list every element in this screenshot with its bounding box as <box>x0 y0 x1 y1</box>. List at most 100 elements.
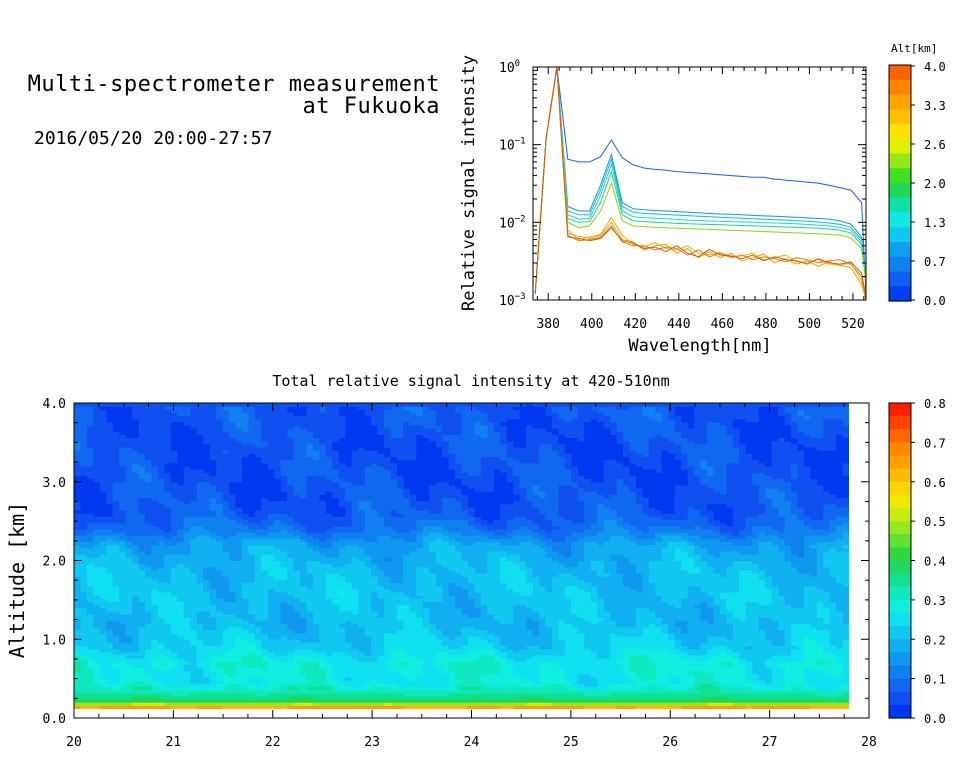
heatmap-cell <box>138 425 146 429</box>
heatmap-cell <box>209 443 217 448</box>
heatmap-cell <box>338 566 346 571</box>
heatmap-cell <box>280 403 288 407</box>
heatmap-cell <box>164 673 172 678</box>
heatmap-cell <box>229 456 236 461</box>
heatmap-cell <box>216 661 224 665</box>
heatmap-cell <box>358 658 366 662</box>
heatmap-cell <box>222 415 230 420</box>
heatmap-cell <box>222 459 230 464</box>
heatmap-cell <box>300 620 308 624</box>
heatmap-cell <box>274 655 282 659</box>
heatmap-cell <box>338 604 346 609</box>
heatmap-cell <box>157 576 165 580</box>
heatmap-cell <box>125 516 133 521</box>
heatmap-cell <box>371 450 379 454</box>
heatmap-cell <box>157 532 165 536</box>
heatmap-cell <box>261 623 269 628</box>
heatmap-cell <box>203 535 211 539</box>
heatmap-cell <box>86 412 94 417</box>
heatmap-cell <box>86 491 94 495</box>
heatmap-cell <box>86 503 94 508</box>
heatmap-cell <box>280 415 288 420</box>
heatmap-cell <box>164 462 172 467</box>
heatmap-cell <box>274 459 282 464</box>
heatmap-cell <box>145 459 153 464</box>
heatmap-cell <box>229 610 236 615</box>
heatmap-cell <box>396 538 404 543</box>
heatmap-cell <box>93 475 101 480</box>
heatmap-cell <box>390 541 398 546</box>
heatmap-cell <box>390 503 398 508</box>
heatmap-cell <box>216 522 224 527</box>
heatmap-cell <box>306 500 314 505</box>
heatmap-cell <box>222 406 230 410</box>
heatmap-cell <box>209 569 217 574</box>
heatmap-cell <box>254 475 262 480</box>
heatmap-cell <box>306 610 314 615</box>
heatmap-cell <box>325 592 333 596</box>
heatmap-cell <box>345 576 353 580</box>
heatmap-cell <box>93 488 101 492</box>
heatmap-cell <box>396 434 404 439</box>
heatmap-cell <box>170 680 178 684</box>
heatmap-cell <box>338 516 346 521</box>
heatmap-cell <box>306 670 314 675</box>
heatmap-cell <box>86 497 94 502</box>
heatmap-cell <box>371 437 379 442</box>
heatmap-cell <box>300 692 308 697</box>
heatmap-cell <box>313 610 320 615</box>
heatmap-cell <box>164 421 172 426</box>
heatmap-cell <box>338 667 346 672</box>
heatmap-cell <box>390 538 398 543</box>
heatmap-cell <box>319 569 327 574</box>
heatmap-cell <box>293 632 301 637</box>
heatmap-cell <box>267 500 275 505</box>
heatmap-cell <box>338 450 346 454</box>
heatmap-cell <box>86 588 94 593</box>
heatmap-cell <box>177 569 185 574</box>
heatmap-cell <box>183 689 191 694</box>
heatmap-cell <box>358 695 366 700</box>
heatmap-cell <box>86 598 94 602</box>
heatmap-cell <box>157 557 165 561</box>
heatmap-cell <box>351 636 359 640</box>
heatmap-cell <box>74 431 81 435</box>
heatmap-cell <box>351 557 359 561</box>
heatmap-cell <box>151 626 159 631</box>
heatmap-cell <box>93 428 101 432</box>
heatmap-cell <box>396 453 404 458</box>
heatmap-cell <box>364 415 372 420</box>
heatmap-cell <box>170 500 178 505</box>
heatmap-cell <box>371 412 379 417</box>
heatmap-cell <box>151 544 159 549</box>
heatmap-cell <box>371 484 379 489</box>
heatmap-cell <box>106 434 114 439</box>
heatmap-cell <box>306 494 314 498</box>
heatmap-cell <box>164 648 172 653</box>
heatmap-cell <box>112 425 120 429</box>
heatmap-cell <box>119 702 127 706</box>
spectrum-y-tick-label: 100 <box>499 59 520 76</box>
heatmap-cell <box>241 695 249 700</box>
heatmap-cell <box>254 623 262 628</box>
heatmap-cell <box>287 683 295 687</box>
heatmap-cell <box>112 563 120 568</box>
heatmap-cell <box>261 651 269 656</box>
heatmap-cell <box>319 484 327 489</box>
heatmap-cell <box>229 692 236 697</box>
heatmap-cell <box>235 667 243 672</box>
heatmap-cell <box>93 601 101 606</box>
heatmap-cell <box>203 566 211 571</box>
heatmap-cell <box>112 607 120 612</box>
heatmap-cell <box>157 705 165 710</box>
heatmap-cell <box>99 472 107 476</box>
heatmap-cell <box>293 522 301 527</box>
heatmap-cell <box>119 510 127 514</box>
heatmap-cell <box>364 670 372 675</box>
heatmap-cell <box>241 428 249 432</box>
heatmap-cell <box>261 629 269 634</box>
heatmap-cell <box>151 415 159 420</box>
heatmap-cell <box>248 450 256 454</box>
heatmap-cell <box>371 623 379 628</box>
heatmap-cell <box>170 648 178 653</box>
